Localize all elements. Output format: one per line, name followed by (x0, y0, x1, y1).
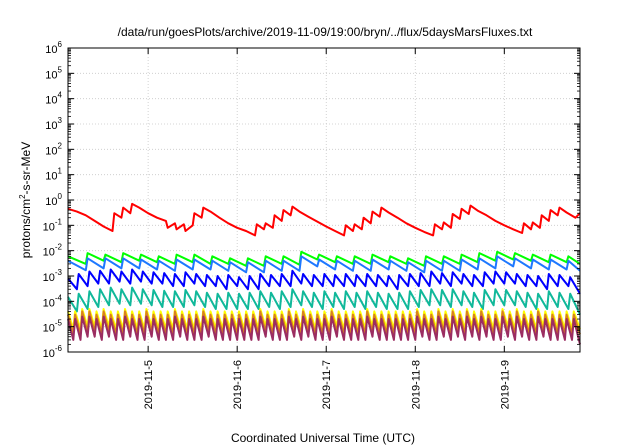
y-tick-label: 102 (45, 141, 62, 157)
x-tick-label: 2019-11-7 (321, 360, 333, 409)
y-tick-label: 10-6 (43, 344, 63, 360)
chart-title: /data/run/goesPlots/archive/2019-11-09/1… (118, 25, 533, 39)
x-axis-title: Coordinated Universal Time (UTC) (231, 431, 415, 445)
y-axis-title-suffix: -s-sr-MeV (19, 142, 33, 195)
y-axis-title-superscript: 2 (18, 194, 27, 199)
x-tick-label: 2019-11-9 (499, 360, 511, 409)
y-tick-label: 103 (45, 116, 62, 132)
y-axis-title: protons/cm2-s-sr-MeV (18, 142, 33, 258)
series-line-0 (67, 202, 581, 237)
y-tick-label: 10-2 (43, 243, 63, 259)
y-tick-label: 104 (45, 91, 62, 107)
y-tick-label: 10-3 (43, 268, 63, 284)
grid (68, 48, 580, 352)
x-tick-label: 2019-11-5 (143, 360, 155, 409)
y-tick-label: 10-5 (43, 319, 63, 335)
x-axis-ticks: 2019-11-5 2019-11-6 2019-11-7 2019-11-8 2019… (143, 48, 511, 409)
series-lines (67, 202, 581, 345)
series-line-1 (67, 250, 581, 267)
series-line-4 (67, 286, 581, 316)
y-axis-title-prefix: protons/cm (19, 199, 33, 258)
x-tick-label: 2019-11-6 (232, 360, 244, 409)
series-line-2 (67, 255, 581, 274)
x-tick-label: 2019-11-8 (410, 360, 422, 409)
y-tick-label: 100 (45, 192, 62, 208)
y-tick-label: 10-1 (43, 217, 63, 233)
y-tick-label: 106 (45, 40, 62, 56)
y-tick-label: 105 (45, 65, 62, 81)
series-line-3 (67, 268, 581, 295)
y-tick-label: 10-4 (43, 293, 63, 309)
series-line-7 (67, 315, 581, 345)
y-axis-ticks: 10-6 10-5 10-4 10-3 10-2 10-1 100 101 102 103 104 1… (43, 40, 580, 360)
y-tick-label: 101 (45, 167, 62, 183)
